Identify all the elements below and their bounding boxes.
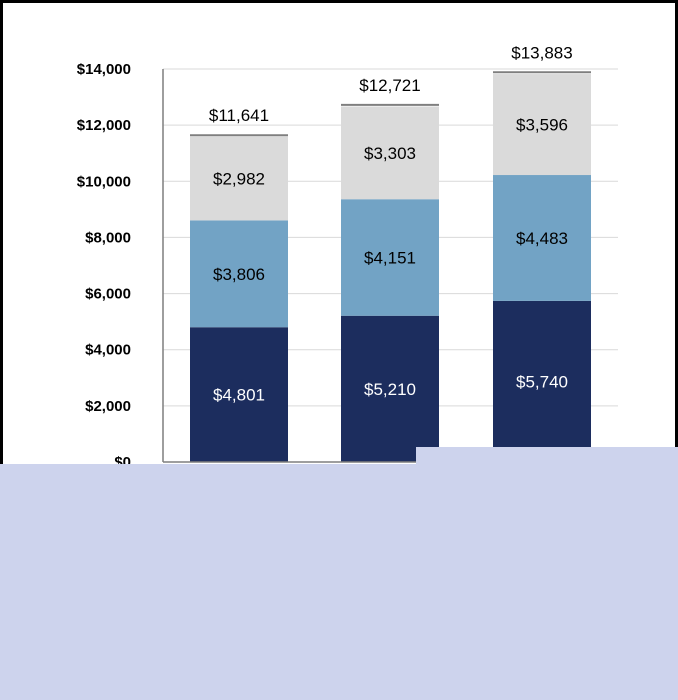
segment-value-label: $4,151 bbox=[364, 248, 416, 267]
occluding-overlay bbox=[0, 464, 678, 700]
segment-value-label: $3,806 bbox=[213, 265, 265, 284]
stacked-bar-chart: $4,801 $3,806 $2,982 $11,641 $5,210 $4,151 $3,… bbox=[77, 43, 618, 469]
bar-segment bbox=[190, 327, 288, 462]
bar-segment bbox=[493, 300, 591, 462]
y-tick-label: $14,000 bbox=[77, 61, 131, 78]
total-value-label: $13,883 bbox=[511, 43, 572, 62]
y-tick-label: $2,000 bbox=[85, 398, 131, 415]
bar-segment bbox=[341, 106, 439, 200]
y-tick-label: $10,000 bbox=[77, 173, 131, 190]
bar-segment bbox=[341, 315, 439, 462]
segment-value-label: $5,210 bbox=[364, 380, 416, 399]
bar-segment bbox=[493, 175, 591, 301]
y-tick-label: $6,000 bbox=[85, 286, 131, 303]
data-labels: $4,801 $3,806 $2,982 $11,641 $5,210 $4,151 $3,… bbox=[190, 43, 591, 405]
total-value-label: $12,721 bbox=[359, 76, 420, 95]
chart-frame: $4,801 $3,806 $2,982 $11,641 $5,210 $4,151 $3,… bbox=[0, 0, 678, 469]
y-tick-label: $4,000 bbox=[85, 342, 131, 359]
total-value-label: $11,641 bbox=[209, 106, 269, 125]
segment-value-label: $3,303 bbox=[364, 144, 416, 163]
segment-value-label: $4,801 bbox=[213, 386, 265, 405]
bars bbox=[190, 74, 591, 462]
y-tick-label: $8,000 bbox=[85, 229, 131, 246]
bar-segment bbox=[190, 136, 288, 221]
segment-value-label: $5,740 bbox=[516, 372, 568, 391]
bar-segment bbox=[341, 199, 439, 316]
bar-segment bbox=[493, 74, 591, 176]
bar-segment bbox=[190, 220, 288, 328]
segment-value-label: $2,982 bbox=[213, 170, 265, 189]
y-tick-label: $12,000 bbox=[77, 117, 131, 134]
segment-value-label: $4,483 bbox=[516, 229, 568, 248]
occluding-overlay-top bbox=[416, 447, 678, 467]
segment-value-label: $3,596 bbox=[516, 116, 568, 135]
